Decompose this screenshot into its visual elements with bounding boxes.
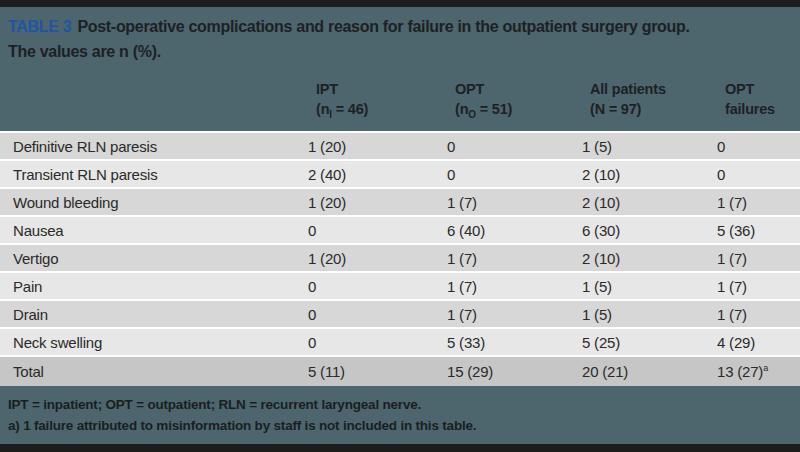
table-caption-band: TABLE 3 Post-operative complications and …	[0, 7, 800, 133]
table-footnote-band: IPT = inpatient; OPT = outpatient; RLN =…	[0, 386, 800, 444]
column-subtitle: failures	[725, 101, 775, 117]
cell-ipt: 0	[298, 306, 437, 323]
footnote-a: a) 1 failure attributed to misinformatio…	[8, 415, 792, 436]
cell-ipt: 1 (20)	[298, 250, 437, 267]
column-title: OPT	[725, 81, 754, 97]
cell-opt-failures: 4 (29)	[707, 334, 800, 351]
table-row: Transient RLN paresis 2 (40) 0 2 (10) 0	[0, 161, 800, 189]
cell-opt-failures: 5 (36)	[707, 222, 800, 239]
column-header-row: IPT (nI = 46) OPT (nO = 51) All patients…	[8, 79, 792, 125]
row-label: Definitive RLN paresis	[0, 138, 298, 155]
cell-all-patients: 20 (21)	[572, 363, 707, 380]
cell-opt: 6 (40)	[437, 222, 572, 239]
cell-all-patients: 6 (30)	[572, 222, 707, 239]
table-row: Vertigo 1 (20) 1 (7) 2 (10) 1 (7)	[0, 245, 800, 273]
row-label: Pain	[0, 278, 298, 295]
cell-all-patients: 5 (25)	[572, 334, 707, 351]
cell-ipt: 0	[298, 334, 437, 351]
table-row: Pain 0 1 (7) 1 (5) 1 (7)	[0, 273, 800, 301]
cell-opt: 0	[437, 166, 572, 183]
cell-all-patients: 1 (5)	[572, 278, 707, 295]
cell-opt: 1 (7)	[437, 250, 572, 267]
cell-opt: 1 (7)	[437, 194, 572, 211]
top-rule-bar	[0, 0, 800, 7]
cell-ipt: 1 (20)	[298, 138, 437, 155]
table-row: Nausea 0 6 (40) 6 (30) 5 (36)	[0, 217, 800, 245]
row-label: Neck swelling	[0, 334, 298, 351]
table-row: Neck swelling 0 5 (33) 5 (25) 4 (29)	[0, 329, 800, 357]
cell-ipt: 0	[298, 278, 437, 295]
table-row-total: Total 5 (11) 15 (29) 20 (21) 13 (27)a	[0, 357, 800, 386]
column-header-opt-failures: OPT failures	[715, 79, 792, 125]
bottom-rule-bar	[0, 444, 800, 452]
cell-all-patients: 2 (10)	[572, 194, 707, 211]
row-label: Total	[0, 363, 298, 380]
footnote-marker-a: a	[763, 363, 768, 373]
table-number-label: TABLE 3	[8, 18, 71, 35]
table-caption-values-note: The values are n (%).	[8, 39, 792, 64]
cell-all-patients: 2 (10)	[572, 166, 707, 183]
cell-opt-failures: 1 (7)	[707, 194, 800, 211]
cell-all-patients: 2 (10)	[572, 250, 707, 267]
cell-all-patients: 1 (5)	[572, 138, 707, 155]
footnote-abbreviations: IPT = inpatient; OPT = outpatient; RLN =…	[8, 394, 792, 415]
cell-opt-failures: 1 (7)	[707, 306, 800, 323]
cell-ipt: 0	[298, 222, 437, 239]
cell-opt-failures: 1 (7)	[707, 250, 800, 267]
table-caption-text: Post-operative complications and reason …	[77, 18, 689, 35]
column-header-opt: OPT (nO = 51)	[445, 79, 580, 125]
cell-opt: 0	[437, 138, 572, 155]
column-header-ipt: IPT (nI = 46)	[306, 79, 445, 125]
cell-ipt: 1 (20)	[298, 194, 437, 211]
column-header-all-patients: All patients (N = 97)	[580, 79, 715, 125]
cell-opt: 15 (29)	[437, 363, 572, 380]
column-header-empty	[8, 79, 306, 125]
cell-ipt: 5 (11)	[298, 363, 437, 380]
column-title: All patients	[590, 81, 666, 97]
cell-all-patients: 1 (5)	[572, 306, 707, 323]
table-row: Definitive RLN paresis 1 (20) 0 1 (5) 0	[0, 133, 800, 161]
row-label: Wound bleeding	[0, 194, 298, 211]
paper-table-figure: TABLE 3 Post-operative complications and …	[0, 0, 800, 452]
column-title: IPT	[316, 81, 338, 97]
row-label: Transient RLN paresis	[0, 166, 298, 183]
table-caption: TABLE 3 Post-operative complications and …	[8, 14, 792, 39]
row-label: Drain	[0, 306, 298, 323]
cell-opt: 5 (33)	[437, 334, 572, 351]
row-label: Vertigo	[0, 250, 298, 267]
column-subtitle: (nO = 51)	[455, 101, 512, 117]
cell-opt-failures: 1 (7)	[707, 278, 800, 295]
table-row: Wound bleeding 1 (20) 1 (7) 2 (10) 1 (7)	[0, 189, 800, 217]
cell-opt-failures: 13 (27)a	[707, 363, 800, 380]
column-title: OPT	[455, 81, 484, 97]
table-row: Drain 0 1 (7) 1 (5) 1 (7)	[0, 301, 800, 329]
cell-opt-failures: 0	[707, 138, 800, 155]
column-subtitle: (nI = 46)	[316, 101, 368, 117]
column-subtitle: (N = 97)	[590, 101, 641, 117]
cell-opt: 1 (7)	[437, 306, 572, 323]
table-body: Definitive RLN paresis 1 (20) 0 1 (5) 0 …	[0, 133, 800, 386]
cell-opt-failures: 0	[707, 166, 800, 183]
cell-opt: 1 (7)	[437, 278, 572, 295]
row-label: Nausea	[0, 222, 298, 239]
cell-ipt: 2 (40)	[298, 166, 437, 183]
